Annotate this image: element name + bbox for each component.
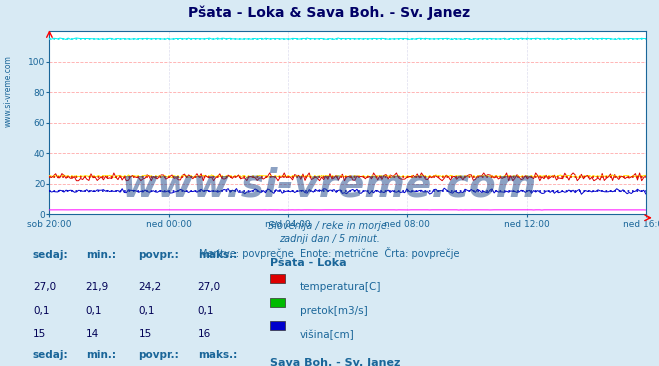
Text: min.:: min.: [86,350,116,360]
Text: 15: 15 [138,329,152,339]
Text: 27,0: 27,0 [33,282,56,292]
Text: 21,9: 21,9 [86,282,109,292]
Text: povpr.:: povpr.: [138,350,179,360]
Text: www.si-vreme.com: www.si-vreme.com [3,56,13,127]
Text: maks.:: maks.: [198,250,237,260]
Text: povpr.:: povpr.: [138,250,179,260]
Text: 14: 14 [86,329,99,339]
Text: Slovenija / reke in morje.: Slovenija / reke in morje. [268,221,391,231]
Text: Pšata - Loka: Pšata - Loka [270,258,347,268]
Text: sedaj:: sedaj: [33,250,69,260]
Text: min.:: min.: [86,250,116,260]
Text: pretok[m3/s]: pretok[m3/s] [300,306,368,315]
Text: 16: 16 [198,329,211,339]
Text: Pšata - Loka & Sava Boh. - Sv. Janez: Pšata - Loka & Sava Boh. - Sv. Janez [188,5,471,20]
Text: 0,1: 0,1 [86,306,102,315]
Text: www.si-vreme.com: www.si-vreme.com [122,167,537,205]
Text: 27,0: 27,0 [198,282,221,292]
Text: maks.:: maks.: [198,350,237,360]
Text: 0,1: 0,1 [33,306,49,315]
Text: Meritve: povprečne  Enote: metrične  Črta: povprečje: Meritve: povprečne Enote: metrične Črta:… [199,247,460,259]
Text: 24,2: 24,2 [138,282,161,292]
Text: višina[cm]: višina[cm] [300,329,355,340]
Text: temperatura[C]: temperatura[C] [300,282,382,292]
Text: sedaj:: sedaj: [33,350,69,360]
Text: zadnji dan / 5 minut.: zadnji dan / 5 minut. [279,234,380,244]
Text: Sava Boh. - Sv. Janez: Sava Boh. - Sv. Janez [270,358,401,366]
Text: 15: 15 [33,329,46,339]
Text: 0,1: 0,1 [138,306,155,315]
Text: 0,1: 0,1 [198,306,214,315]
